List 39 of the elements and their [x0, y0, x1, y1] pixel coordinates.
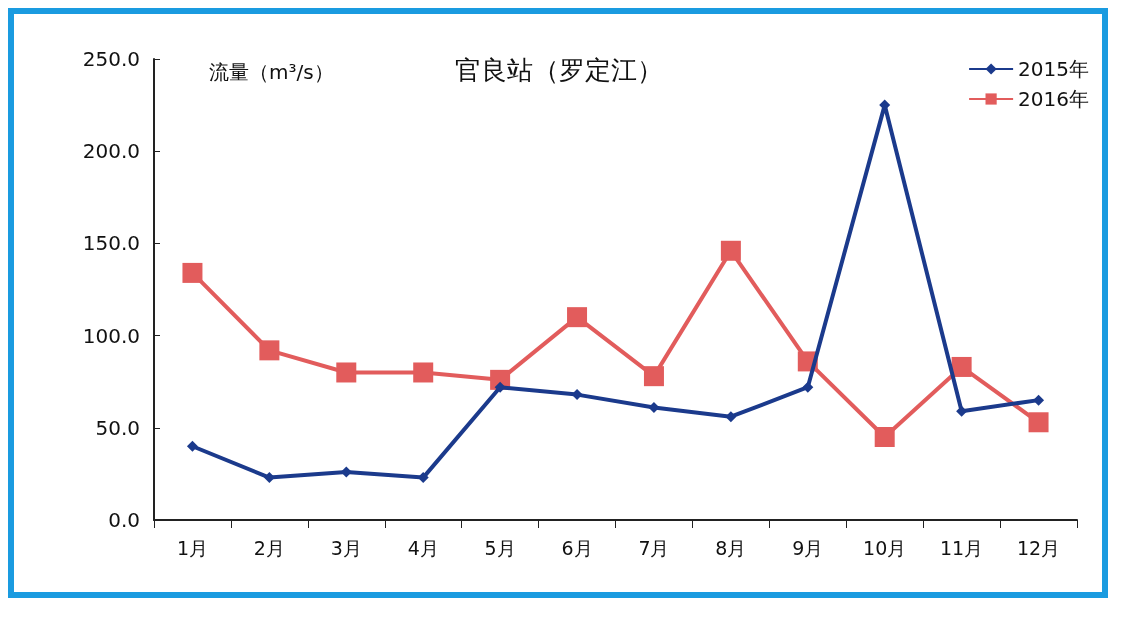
- x-tick-label: 9月: [792, 536, 824, 559]
- y-tick-label: 0.0: [108, 508, 140, 532]
- point: [643, 366, 664, 387]
- y-tick-label: 250.0: [82, 47, 140, 71]
- y-tick-label: 150.0: [82, 231, 140, 256]
- y-axis-title: 流量（m³/s）: [209, 60, 334, 84]
- point: [186, 440, 198, 452]
- point: [336, 362, 357, 383]
- point: [494, 381, 506, 393]
- y-tick-label: 50.0: [95, 415, 140, 440]
- point: [567, 307, 588, 328]
- x-tick-label: 7月: [638, 536, 670, 559]
- chart-title: 官良站（罗定江）: [455, 55, 663, 85]
- x-tick-label: 6月: [561, 536, 593, 559]
- x-tick-label: 8月: [715, 536, 747, 559]
- x-tick-label: 3月: [330, 536, 362, 559]
- legend-label: 2016年: [1018, 87, 1090, 111]
- x-tick-label: 4月: [407, 536, 439, 559]
- x-tick-label: 12月: [1016, 536, 1061, 559]
- point: [182, 262, 203, 283]
- point: [802, 381, 814, 393]
- y-tick-label: 100.0: [82, 323, 140, 348]
- legend-label: 2015年: [1018, 57, 1090, 81]
- point: [413, 362, 434, 383]
- x-tick-label: 1月: [176, 536, 209, 559]
- x-tick-label: 2月: [253, 536, 285, 559]
- x-tick-label: 5月: [484, 536, 516, 559]
- point: [1028, 412, 1049, 433]
- point: [1033, 394, 1045, 406]
- point: [725, 411, 737, 423]
- x-tick-label: 10月: [863, 536, 907, 559]
- point: [263, 472, 275, 484]
- point: [874, 427, 895, 448]
- point: [951, 356, 972, 377]
- x-tick-label: 11月: [940, 536, 984, 559]
- point: [259, 340, 280, 361]
- point: [720, 240, 741, 261]
- y-tick-label: 200.0: [82, 139, 140, 164]
- point: [956, 405, 968, 417]
